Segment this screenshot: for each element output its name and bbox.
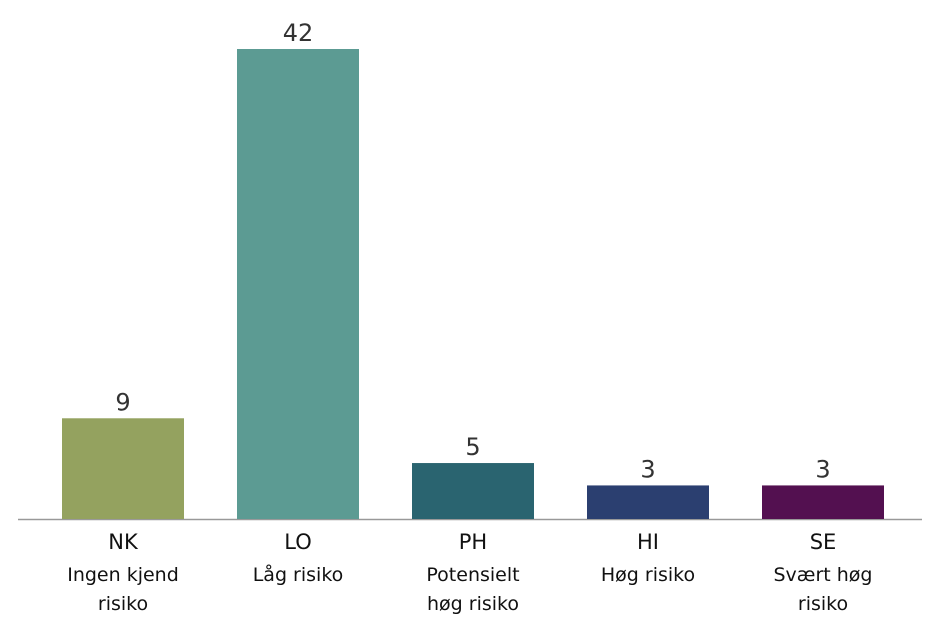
bar — [62, 418, 184, 519]
category-description: Låg risiko — [252, 564, 344, 586]
category-description: Potensielt høg risiko — [426, 564, 520, 615]
data-label: 3 — [815, 455, 830, 483]
data-label: 9 — [115, 388, 130, 416]
bar — [587, 485, 709, 519]
category-code: PH — [458, 530, 488, 554]
bar — [412, 463, 534, 519]
category-description: Ingen kjend risiko — [67, 564, 179, 615]
category-code: SE — [809, 530, 837, 554]
category-code: HI — [637, 530, 659, 554]
category-code: LO — [284, 530, 312, 554]
category-description: Svært høg risiko — [773, 564, 873, 615]
bar — [237, 49, 359, 519]
category-code: NK — [108, 530, 138, 554]
category-description: Høg risiko — [600, 564, 696, 586]
bar — [762, 485, 884, 519]
data-label: 3 — [640, 455, 655, 483]
data-label: 42 — [283, 19, 314, 47]
data-label: 5 — [465, 433, 480, 461]
